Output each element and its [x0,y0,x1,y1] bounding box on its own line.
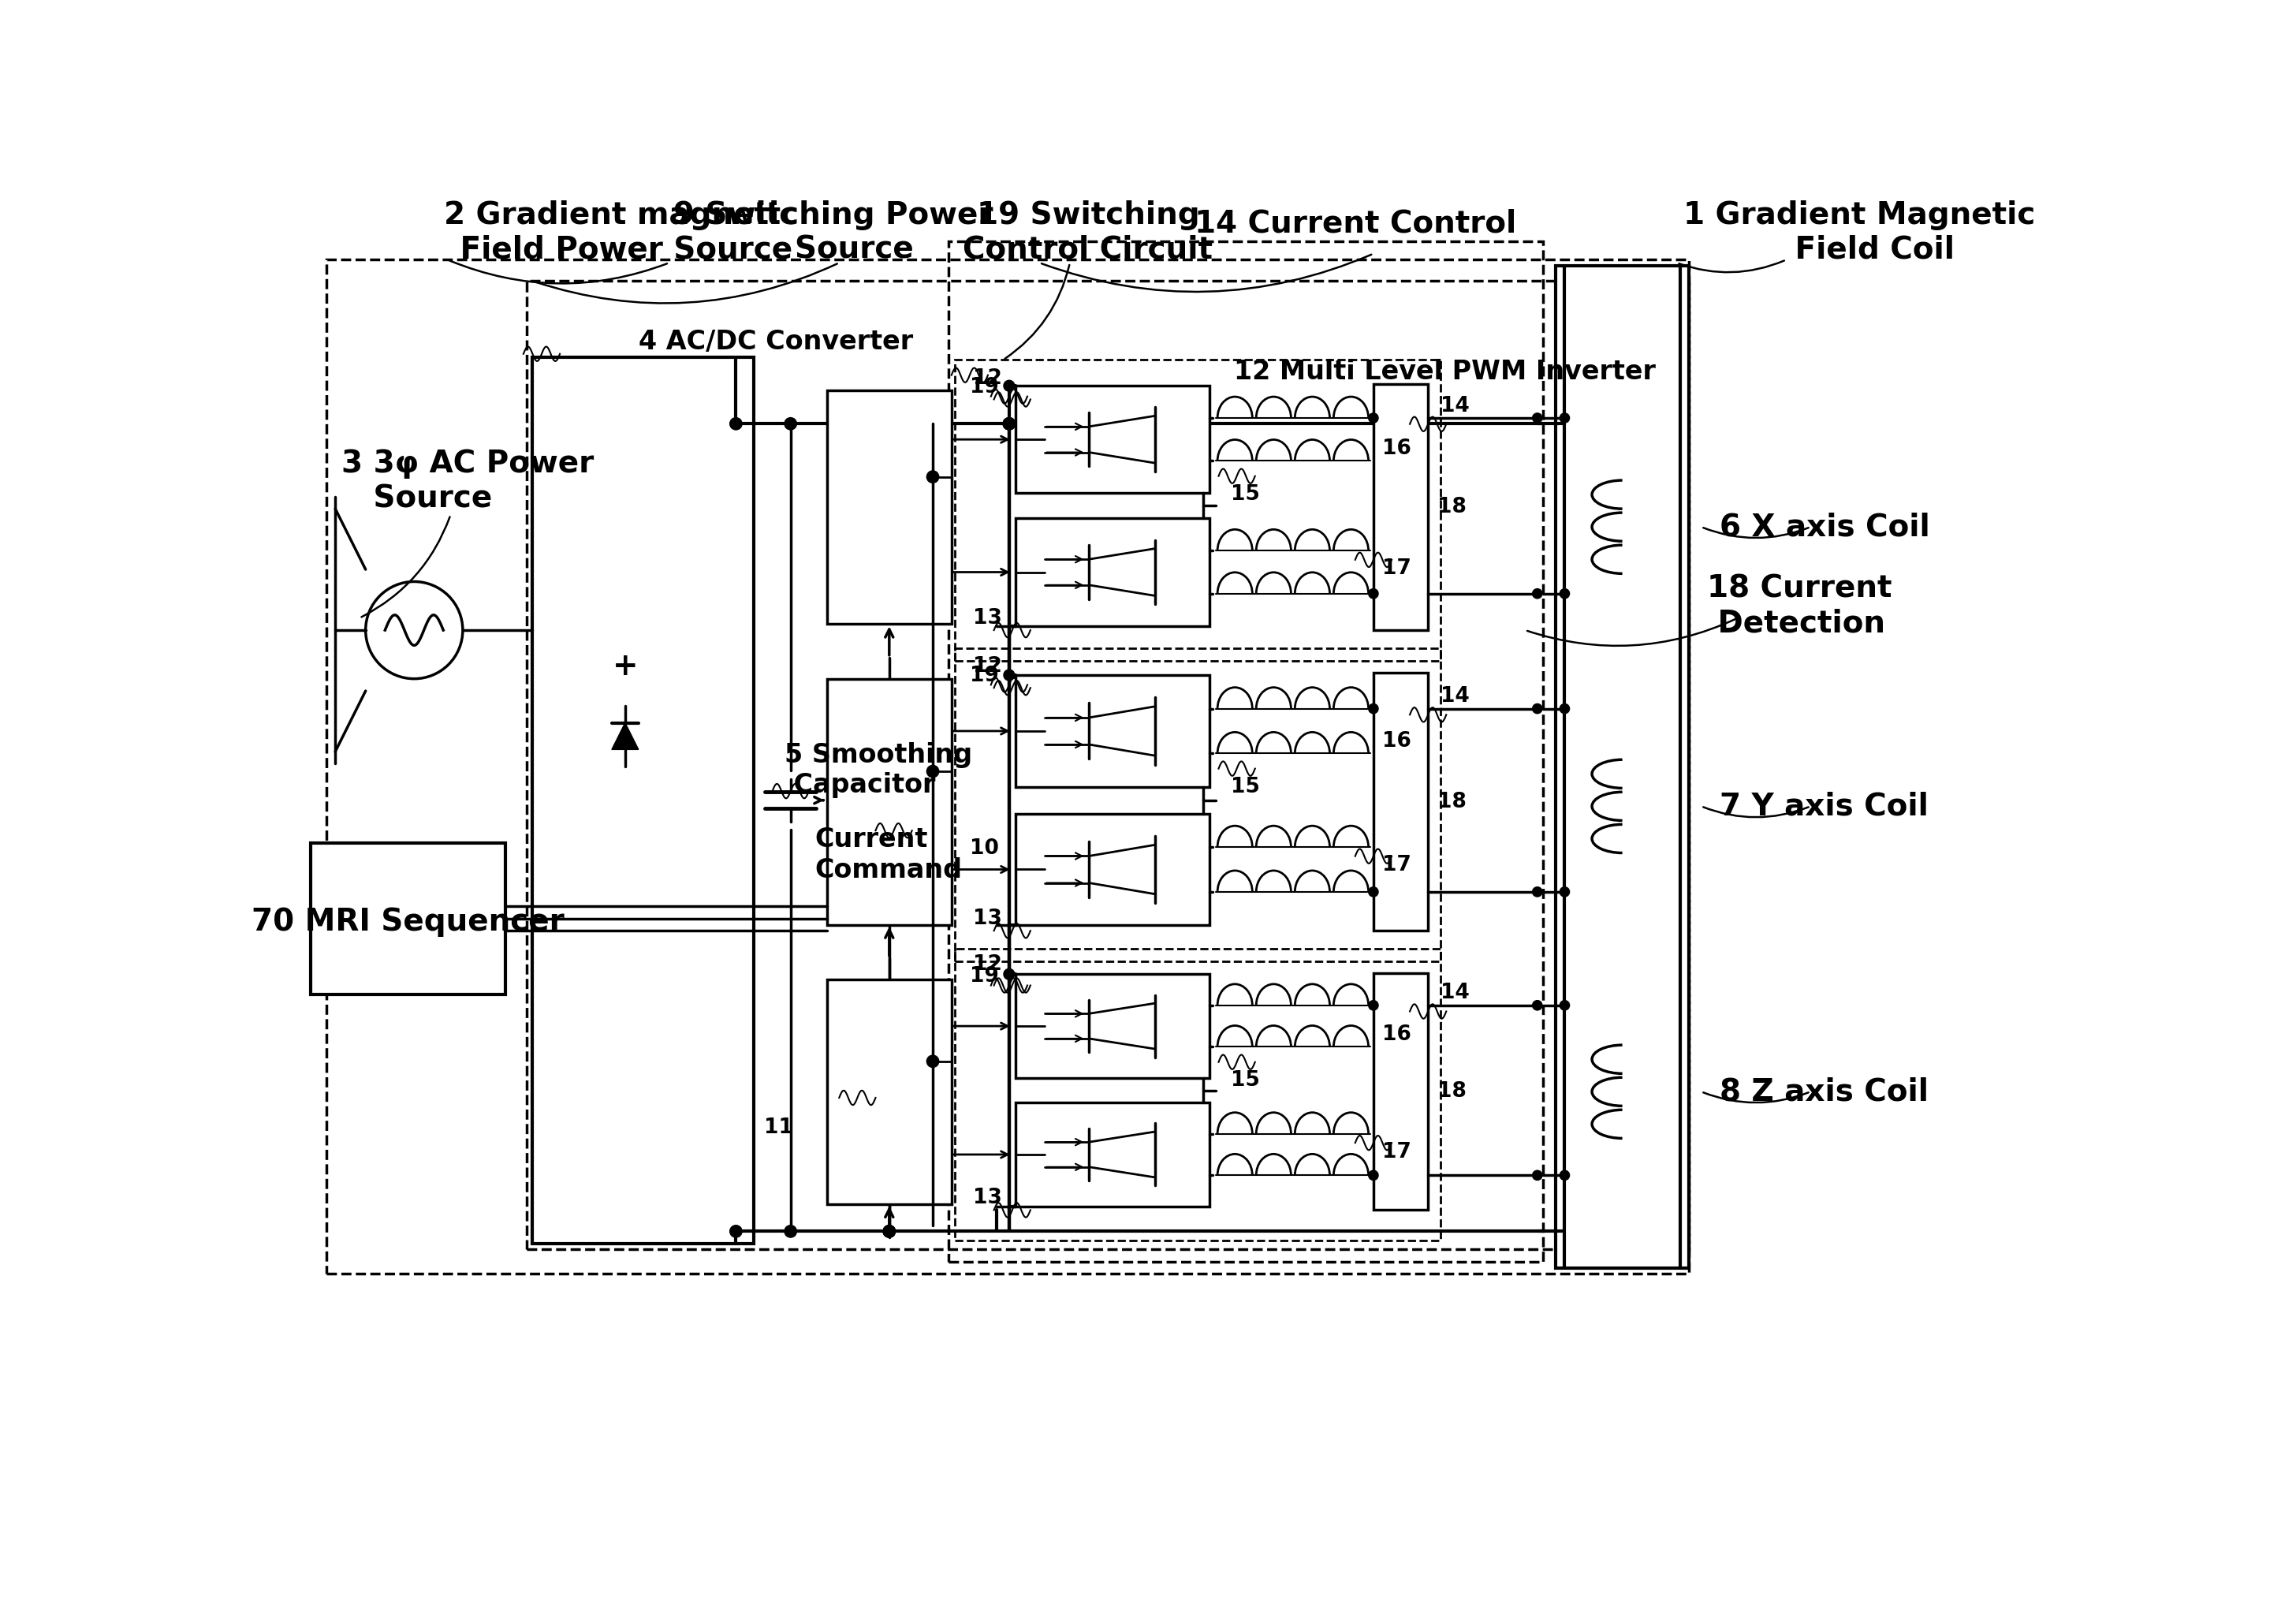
Text: 12 Multi Level PWM Inverter: 12 Multi Level PWM Inverter [1233,359,1655,384]
Circle shape [1559,413,1570,423]
Text: 17: 17 [1382,855,1412,875]
Text: 19: 19 [969,666,999,687]
Bar [310,843,505,994]
Text: 13: 13 [974,608,1001,629]
Bar [1015,518,1210,626]
Circle shape [1368,413,1378,423]
Bar [1015,1103,1210,1206]
Circle shape [1559,589,1570,598]
Circle shape [1531,704,1543,714]
Text: 16: 16 [1382,732,1412,751]
Circle shape [730,418,742,429]
Circle shape [1003,418,1015,429]
Circle shape [1531,1000,1543,1010]
Circle shape [1531,589,1543,598]
Bar [533,357,753,1243]
Text: 6 X axis Coil: 6 X axis Coil [1720,511,1929,542]
Circle shape [1003,669,1015,680]
Bar [948,241,1543,1262]
Circle shape [1368,1171,1378,1180]
Text: 12: 12 [974,954,1001,974]
Circle shape [884,1225,895,1238]
Circle shape [1531,1171,1543,1180]
Bar [326,260,1690,1274]
Circle shape [928,765,939,777]
Polygon shape [611,722,638,749]
Bar [1373,672,1428,931]
Text: 12: 12 [974,656,1001,677]
Text: 17: 17 [1382,558,1412,579]
Circle shape [730,1225,742,1238]
Text: Current
Command: Current Command [815,827,962,883]
Text: 16: 16 [1382,1024,1412,1045]
Circle shape [928,1055,939,1068]
Text: 18: 18 [1437,791,1467,812]
Text: 14: 14 [1440,396,1469,416]
Bar [1373,973,1428,1211]
Circle shape [1003,968,1015,979]
Text: 12: 12 [974,368,1001,389]
Circle shape [1368,1000,1378,1010]
Circle shape [1003,418,1015,429]
Text: 1 Gradient Magnetic
   Field Coil: 1 Gradient Magnetic Field Coil [1683,199,2034,265]
Text: 19 Switching
Control Circuit: 19 Switching Control Circuit [962,199,1212,265]
Bar [1557,265,1690,1267]
Text: 13: 13 [974,1188,1001,1208]
Circle shape [1559,704,1570,714]
Bar [1015,814,1210,926]
Text: 18: 18 [1437,497,1467,518]
Text: 10: 10 [969,838,999,859]
Circle shape [785,1225,797,1238]
Bar [1015,675,1210,786]
Text: 14: 14 [1440,982,1469,1003]
Circle shape [928,471,939,482]
Text: 18 Current
 Detection: 18 Current Detection [1708,574,1892,638]
Text: +: + [613,651,638,682]
Text: 4 AC/DC Converter: 4 AC/DC Converter [638,328,914,355]
Text: 9 Switching Power
    Source: 9 Switching Power Source [673,199,992,265]
Text: 13: 13 [974,909,1001,929]
Text: 15: 15 [1231,777,1261,798]
Bar [955,949,1440,1240]
Bar [827,979,951,1204]
Circle shape [884,1225,895,1238]
Circle shape [884,1225,895,1238]
Text: 5 Smoothing
 Capacitor: 5 Smoothing Capacitor [785,741,971,798]
Circle shape [1368,589,1378,598]
Bar [1373,384,1428,630]
Circle shape [1003,381,1015,391]
Circle shape [1559,1171,1570,1180]
Text: 8 Z axis Coil: 8 Z axis Coil [1720,1077,1929,1106]
Text: 19: 19 [969,966,999,987]
Circle shape [1368,888,1378,897]
Text: 70 MRI Sequencer: 70 MRI Sequencer [253,907,565,936]
Circle shape [1559,1000,1570,1010]
Text: 2 Gradient magnetic
 Field Power Source: 2 Gradient magnetic Field Power Source [443,199,797,265]
Circle shape [1559,888,1570,897]
Text: 17: 17 [1382,1142,1412,1163]
Circle shape [1003,418,1015,429]
Text: 7 Y axis Coil: 7 Y axis Coil [1720,791,1929,822]
Circle shape [1531,413,1543,423]
Text: 14 Current Control: 14 Current Control [1194,209,1515,238]
Text: 18: 18 [1437,1082,1467,1101]
Circle shape [1368,704,1378,714]
Circle shape [1531,888,1543,897]
Text: 15: 15 [1231,1069,1261,1090]
Text: 3 3φ AC Power
   Source: 3 3φ AC Power Source [342,449,595,513]
Bar [1015,974,1210,1077]
Bar [1015,386,1210,494]
Circle shape [785,418,797,429]
Bar [827,679,951,925]
Text: 16: 16 [1382,439,1412,458]
Text: 14: 14 [1440,687,1469,708]
Bar [827,391,951,624]
Text: 15: 15 [1231,484,1261,505]
Text: 11: 11 [765,1118,792,1138]
Bar [955,360,1440,661]
Bar [955,648,1440,962]
Bar [526,281,1690,1249]
Text: 19: 19 [969,376,999,397]
